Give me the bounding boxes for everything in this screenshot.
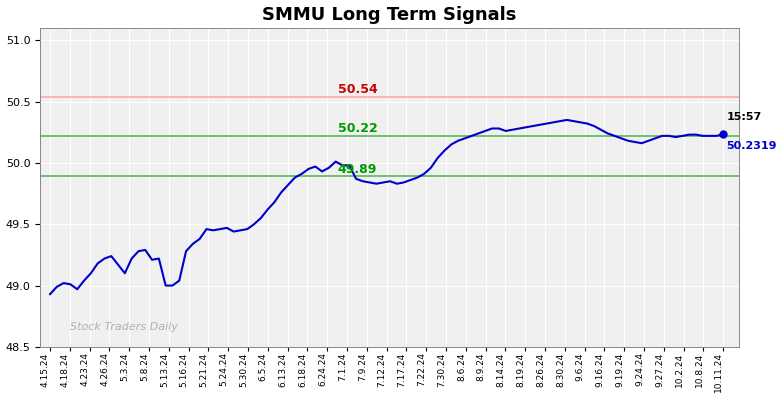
Text: 50.54: 50.54 bbox=[338, 83, 377, 96]
Text: 49.89: 49.89 bbox=[338, 163, 377, 176]
Text: 50.2319: 50.2319 bbox=[726, 140, 777, 150]
Title: SMMU Long Term Signals: SMMU Long Term Signals bbox=[263, 6, 517, 23]
Text: 50.22: 50.22 bbox=[338, 122, 377, 135]
Text: Stock Traders Daily: Stock Traders Daily bbox=[70, 322, 178, 332]
Text: 15:57: 15:57 bbox=[726, 112, 761, 122]
